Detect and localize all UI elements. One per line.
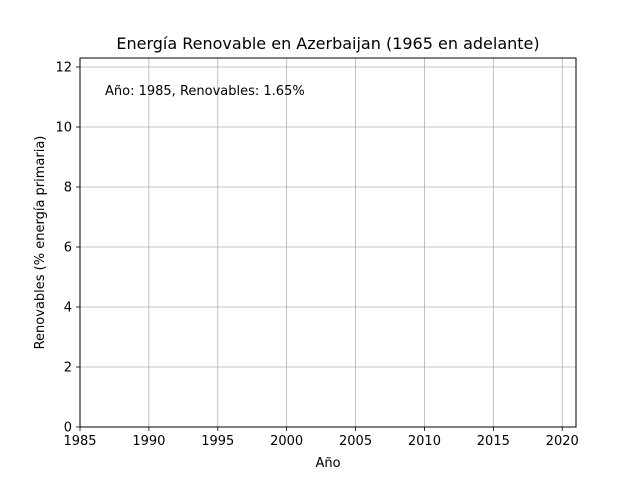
grid-layer xyxy=(79,58,576,428)
y-tick-label: 6 xyxy=(64,241,72,256)
x-tick-label: 2010 xyxy=(408,434,441,449)
x-tick-label: 2020 xyxy=(546,434,579,449)
y-tick-label: 0 xyxy=(64,421,72,436)
x-tick-label: 2015 xyxy=(477,434,510,449)
x-tick-label: 2000 xyxy=(270,434,303,449)
chart-title: Energía Renovable en Azerbaijan (1965 en… xyxy=(116,34,539,53)
x-axis-ticks: 1985 1990 1995 2000 2005 2010 2015 2020 xyxy=(63,427,579,449)
y-tick-label: 8 xyxy=(64,181,72,196)
x-tick-label: 2005 xyxy=(339,434,372,449)
x-tick-label: 1995 xyxy=(201,434,234,449)
x-tick-label: 1990 xyxy=(132,434,165,449)
y-tick-label: 2 xyxy=(64,361,72,376)
plot-area-frame xyxy=(79,57,577,428)
y-axis-ticks: 0 2 4 6 8 10 12 xyxy=(55,61,80,436)
y-tick-label: 4 xyxy=(64,301,72,316)
y-tick-label: 12 xyxy=(55,61,72,76)
x-axis-label: Año xyxy=(315,456,340,471)
y-axis-label: Renovables (% energía primaria) xyxy=(33,136,48,350)
y-tick-label: 10 xyxy=(55,121,72,136)
x-tick-label: 1985 xyxy=(63,434,96,449)
data-annotation: Año: 1985, Renovables: 1.65% xyxy=(105,84,305,99)
